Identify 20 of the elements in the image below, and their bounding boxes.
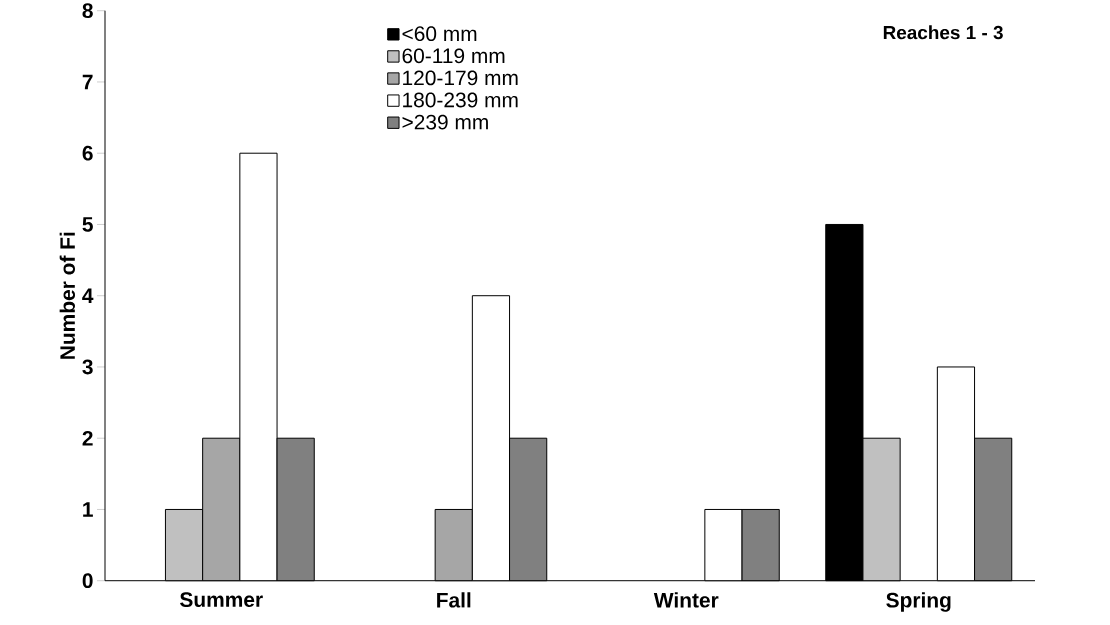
y-tick-label: 7	[82, 74, 93, 90]
y-tick-label: 3	[82, 359, 93, 375]
x-tick-label: Winter	[653, 592, 719, 608]
y-axis-title: Number of Fi	[59, 232, 75, 359]
x-tick-label: Fall	[437, 592, 471, 608]
y-tick-label: 2	[82, 431, 93, 446]
y-tick-label: 5	[82, 217, 93, 232]
legend-label: 120-179 mm	[403, 70, 518, 86]
legend-label: 60-119 mm	[402, 48, 505, 64]
y-tick-label: 1	[83, 502, 93, 517]
y-tick-label: 0	[82, 573, 93, 589]
y-tick-label: 8	[82, 3, 93, 19]
x-tick-label: Summer	[180, 592, 263, 608]
legend-label: 180-239 mm	[403, 92, 518, 108]
x-tick-label: Spring	[886, 592, 951, 612]
legend-label: <60 mm	[402, 26, 477, 42]
text: Reaches 1 - 3	[883, 25, 1003, 40]
y-tick-label: 6	[82, 145, 93, 161]
legend-label: >239 mm	[402, 114, 488, 130]
y-tick-label: 4	[82, 288, 94, 304]
